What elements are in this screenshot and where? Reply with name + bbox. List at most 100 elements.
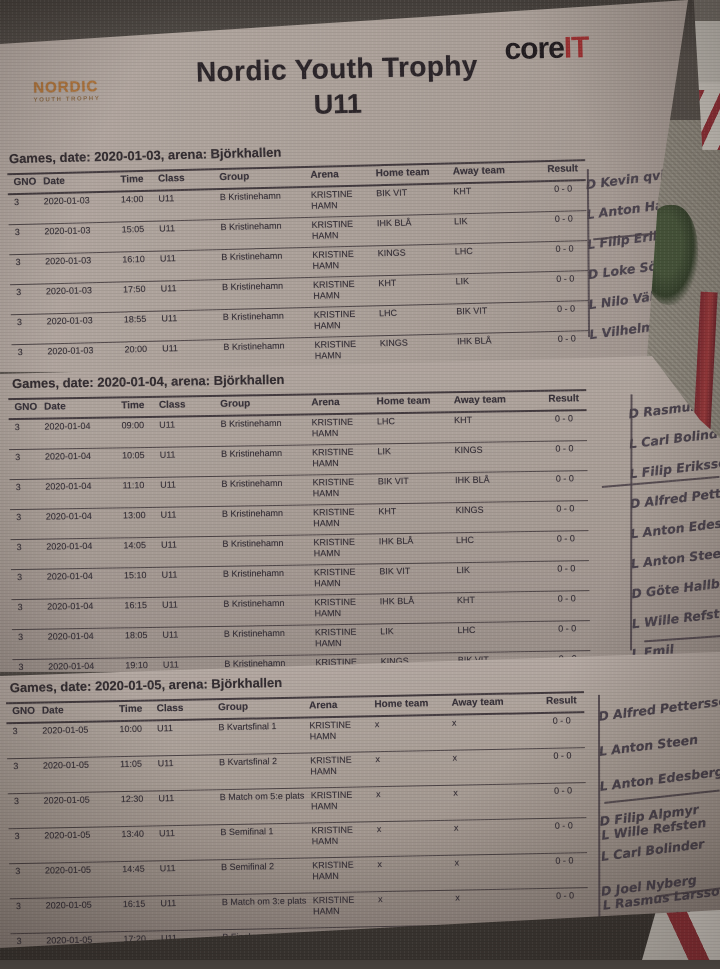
cell-arena: KRISTINE HAMN [311,416,354,439]
cell-date: 2020-01-04 [46,570,93,582]
cell-date: 2020-01-04 [45,480,92,492]
cell-gno: 3 [16,936,22,947]
cell-arena: KRISTINE HAMN [309,719,352,742]
cell-date: 2020-01-05 [45,899,92,911]
cell-group: B Kvartsfinal 2 [218,756,278,768]
handwritten-referee-note: D Göte Hallbäck [630,572,720,602]
col-header-time: Time [121,400,145,412]
cell-group: B Kristinehamn [221,477,283,489]
cell-time: 14:45 [122,863,145,875]
cell-away-team: KINGS [454,444,483,456]
cell-away-team: x [453,787,458,798]
col-header-group: Group [220,398,251,410]
cell-away-team: x [455,892,460,903]
cell-time: 14:05 [123,540,147,551]
section-heading-jan03: Games, date: 2020-01-03, arena: Björkhal… [8,144,282,167]
cell-result: 0 - 0 [557,563,576,574]
cell-arena: KRISTINE HAMN [313,308,356,331]
col-header-class: Class [158,399,186,411]
cell-gno: 3 [16,541,22,553]
games-table-jan03: GNO Date Time Class Group Arena Home tea… [7,159,688,372]
cell-result: 0 - 0 [557,593,576,604]
col-header-gno: GNO [14,401,38,414]
cell-class: U11 [161,599,178,610]
cell-arena: KRISTINE HAMN [310,754,352,777]
cell-group: B Kristinehamn [222,537,284,549]
cell-arena: KRISTINE HAMN [314,626,357,649]
cell-home-team: x [376,789,381,800]
col-header-arena: Arena [310,169,339,181]
cell-home-team: x [378,929,384,940]
cell-arena: KRISTINE HAMN [312,278,355,301]
cell-class: U11 [161,313,178,324]
cell-gno: 3 [12,726,18,737]
cell-arena: KRISTINE HAMN [313,566,356,589]
coreit-logo: coreIT [504,31,589,66]
cell-result: 0 - 0 [555,243,574,254]
cell-date: 2020-01-04 [46,540,93,552]
section-heading-jan04: Games, date: 2020-01-04, arena: Björkhal… [11,371,285,392]
cell-arena: KRISTINE HAMN [312,248,354,271]
cell-class: U11 [157,758,174,769]
cell-result: 0 - 0 [556,273,575,284]
cell-gno: 3 [14,226,20,238]
cell-date: 2020-01-04 [47,630,94,642]
handwritten-referee-note: L Wille Refsten [630,603,720,632]
section-heading-jan05: Games, date: 2020-01-05, arena: Björkhal… [9,674,283,696]
cell-gno: 3 [14,831,20,842]
coreit-logo-it: IT [563,31,589,65]
cell-gno: 3 [17,601,23,613]
col-header-home: Home team [375,166,430,180]
handwritten-referee-note: L Anton Steen [598,731,699,759]
cell-arena: KRISTINE HAMN [311,218,354,241]
hand-drawn-margin-line [597,694,601,923]
cell-time: 15:10 [123,570,147,581]
cell-group: B Kristinehamn [222,567,285,579]
cell-away-team: KHT [453,185,472,197]
cell-gno: 3 [17,631,24,643]
cell-class: U11 [159,253,176,264]
cell-date: 2020-01-04 [44,450,92,462]
cell-group: B Kristinehamn [220,417,282,429]
cell-result: 0 - 0 [556,503,575,514]
cell-date: 2020-01-03 [46,315,93,327]
cell-group: B Kristinehamn [223,627,285,639]
cell-result: 0 - 0 [556,925,575,936]
cell-arena: KRISTINE HAMN [312,506,355,529]
cell-class: U11 [159,419,176,430]
cell-arena: KRISTINE HAMN [314,596,357,619]
cell-home-team: KHT [378,277,397,289]
cell-time: 18:05 [124,630,148,641]
cell-time: 13:40 [121,828,145,840]
nordic-logo-subtext: YOUTH TROPHY [33,95,101,104]
cell-group: B Kristinehamn [220,447,283,459]
cell-time: 17:50 [122,283,146,295]
cell-time: 10:00 [119,723,143,735]
col-header-gno: GNO [12,705,36,718]
page-subtitle: U11 [313,88,363,120]
cell-away-team: LHC [457,624,476,636]
cell-away-team: LIK [453,216,468,227]
col-header-class: Class [156,702,184,715]
cell-arena: KRISTINE HAMN [312,476,355,499]
cell-time: 16:10 [122,253,145,265]
cell-arena: KRISTINE HAMN [310,188,353,211]
cell-time: 16:15 [122,898,146,910]
cell-away-team: x [453,822,459,833]
cell-home-team: x [374,719,380,730]
nordic-logo-text: NORDIC [33,78,99,97]
cell-group: B Kristinehamn [222,310,284,323]
cell-result: 0 - 0 [554,183,573,194]
cell-home-team: x [375,754,381,765]
cell-time: 11:10 [122,480,145,491]
cell-gno: 3 [15,866,21,877]
cell-away-team: KHT [456,594,476,606]
cell-result: 0 - 0 [554,213,573,224]
cell-home-team: LIK [377,446,391,457]
cell-home-team: IHK BLÅ [376,217,412,229]
cell-away-team: IHK BLÅ [454,474,490,486]
cell-group: B Kristinehamn [219,190,281,203]
cell-class: U11 [158,828,176,839]
